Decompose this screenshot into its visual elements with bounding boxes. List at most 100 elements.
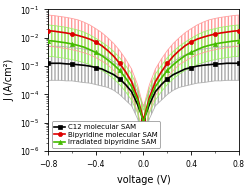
Irradiated bipyridine SAM	[178, 59, 181, 61]
Bipyridine molecular SAM	[94, 41, 97, 43]
Line: Irradiated bipyridine SAM: Irradiated bipyridine SAM	[46, 39, 241, 125]
Line: C12 molecular SAM: C12 molecular SAM	[46, 61, 241, 122]
C12 molecular SAM	[196, 65, 199, 67]
Bipyridine molecular SAM	[59, 31, 62, 33]
C12 molecular SAM	[154, 91, 157, 93]
Irradiated bipyridine SAM	[154, 85, 157, 88]
C12 molecular SAM	[118, 78, 121, 80]
Bipyridine molecular SAM	[88, 38, 91, 40]
Bipyridine molecular SAM	[190, 41, 193, 43]
C12 molecular SAM	[231, 62, 234, 64]
Irradiated bipyridine SAM	[118, 69, 121, 71]
C12 molecular SAM	[208, 64, 211, 66]
Bipyridine molecular SAM	[70, 33, 73, 35]
C12 molecular SAM	[130, 91, 133, 93]
Bipyridine molecular SAM	[196, 38, 199, 40]
C12 molecular SAM	[237, 62, 240, 64]
C12 molecular SAM	[47, 62, 50, 64]
C12 molecular SAM	[178, 71, 181, 73]
Irradiated bipyridine SAM	[202, 46, 205, 48]
Irradiated bipyridine SAM	[196, 49, 199, 51]
Irradiated bipyridine SAM	[64, 42, 67, 44]
C12 molecular SAM	[76, 64, 79, 66]
Bipyridine molecular SAM	[219, 32, 222, 34]
Bipyridine molecular SAM	[106, 49, 109, 52]
Bipyridine molecular SAM	[76, 34, 79, 37]
C12 molecular SAM	[88, 65, 91, 67]
Legend: C12 molecular SAM, Bipyridine molecular SAM, Irradiated bipyridine SAM: C12 molecular SAM, Bipyridine molecular …	[52, 122, 160, 148]
C12 molecular SAM	[100, 68, 103, 70]
Irradiated bipyridine SAM	[166, 69, 169, 71]
Irradiated bipyridine SAM	[112, 64, 115, 66]
Irradiated bipyridine SAM	[76, 44, 79, 46]
Irradiated bipyridine SAM	[160, 77, 163, 79]
Irradiated bipyridine SAM	[142, 122, 145, 124]
Bipyridine molecular SAM	[160, 71, 163, 73]
C12 molecular SAM	[136, 103, 139, 106]
Bipyridine molecular SAM	[112, 55, 115, 57]
C12 molecular SAM	[225, 62, 228, 64]
Bipyridine molecular SAM	[237, 29, 240, 32]
Bipyridine molecular SAM	[231, 30, 234, 32]
Bipyridine molecular SAM	[136, 96, 139, 98]
C12 molecular SAM	[160, 83, 163, 86]
C12 molecular SAM	[59, 62, 62, 64]
C12 molecular SAM	[82, 64, 85, 66]
Irradiated bipyridine SAM	[88, 49, 91, 51]
Bipyridine molecular SAM	[142, 119, 145, 121]
Y-axis label: J (A/cm²): J (A/cm²)	[4, 59, 14, 101]
Line: Bipyridine molecular SAM: Bipyridine molecular SAM	[46, 29, 241, 122]
Irradiated bipyridine SAM	[59, 41, 62, 43]
Irradiated bipyridine SAM	[148, 99, 151, 101]
Irradiated bipyridine SAM	[219, 42, 222, 44]
Irradiated bipyridine SAM	[94, 51, 97, 54]
Bipyridine molecular SAM	[202, 36, 205, 38]
Bipyridine molecular SAM	[118, 62, 121, 64]
Bipyridine molecular SAM	[47, 29, 50, 32]
Bipyridine molecular SAM	[53, 30, 56, 32]
Irradiated bipyridine SAM	[106, 59, 109, 61]
X-axis label: voltage (V): voltage (V)	[117, 175, 170, 185]
Bipyridine molecular SAM	[154, 81, 157, 83]
Bipyridine molecular SAM	[130, 81, 133, 83]
Bipyridine molecular SAM	[208, 34, 211, 37]
Irradiated bipyridine SAM	[70, 43, 73, 45]
Irradiated bipyridine SAM	[225, 41, 228, 43]
C12 molecular SAM	[53, 62, 56, 64]
C12 molecular SAM	[172, 74, 175, 76]
C12 molecular SAM	[148, 103, 151, 106]
C12 molecular SAM	[112, 74, 115, 76]
Irradiated bipyridine SAM	[124, 77, 127, 79]
C12 molecular SAM	[166, 78, 169, 80]
C12 molecular SAM	[219, 63, 222, 65]
C12 molecular SAM	[64, 63, 67, 65]
C12 molecular SAM	[190, 66, 193, 69]
Irradiated bipyridine SAM	[190, 51, 193, 54]
C12 molecular SAM	[142, 119, 145, 121]
Irradiated bipyridine SAM	[184, 54, 187, 57]
Bipyridine molecular SAM	[166, 62, 169, 64]
Bipyridine molecular SAM	[184, 45, 187, 47]
Bipyridine molecular SAM	[225, 31, 228, 33]
Irradiated bipyridine SAM	[82, 46, 85, 48]
Irradiated bipyridine SAM	[213, 43, 216, 45]
Irradiated bipyridine SAM	[208, 44, 211, 46]
C12 molecular SAM	[213, 63, 216, 65]
Bipyridine molecular SAM	[178, 49, 181, 52]
Bipyridine molecular SAM	[64, 32, 67, 34]
Bipyridine molecular SAM	[100, 45, 103, 47]
Irradiated bipyridine SAM	[53, 40, 56, 42]
Irradiated bipyridine SAM	[172, 64, 175, 66]
Bipyridine molecular SAM	[82, 36, 85, 38]
C12 molecular SAM	[106, 71, 109, 73]
C12 molecular SAM	[70, 63, 73, 65]
Irradiated bipyridine SAM	[47, 40, 50, 42]
Bipyridine molecular SAM	[124, 71, 127, 73]
Irradiated bipyridine SAM	[136, 99, 139, 101]
Irradiated bipyridine SAM	[130, 85, 133, 88]
Bipyridine molecular SAM	[172, 55, 175, 57]
C12 molecular SAM	[202, 64, 205, 66]
Irradiated bipyridine SAM	[231, 40, 234, 42]
Irradiated bipyridine SAM	[237, 40, 240, 42]
Bipyridine molecular SAM	[213, 33, 216, 35]
